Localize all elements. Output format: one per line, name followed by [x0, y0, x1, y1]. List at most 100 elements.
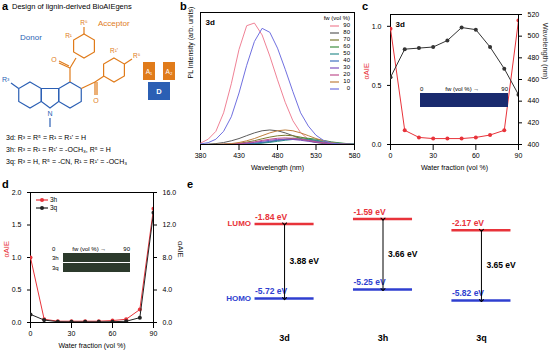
svg-text:3d: 3d: [396, 20, 405, 29]
svg-text:Design of lignin-derived BioAI: Design of lignin-derived BioAIEgens: [12, 2, 132, 11]
svg-text:580: 580: [349, 152, 361, 159]
svg-text:LUMO: LUMO: [227, 219, 251, 228]
svg-text:520: 520: [528, 11, 540, 18]
svg-text:αAIE: αAIE: [362, 63, 371, 79]
svg-text:0.5: 0.5: [372, 82, 382, 89]
svg-text:90: 90: [515, 152, 523, 159]
svg-text:430: 430: [233, 152, 245, 159]
svg-text:440: 440: [528, 97, 540, 104]
svg-text:0.0: 0.0: [163, 319, 173, 326]
svg-text:Wavelength (nm): Wavelength (nm): [251, 164, 304, 172]
svg-text:R³: R³: [2, 76, 10, 83]
svg-text:2.0: 2.0: [12, 189, 22, 196]
svg-text:A₁: A₁: [146, 68, 153, 75]
svg-text:3d: 3d: [279, 333, 290, 343]
svg-text:O: O: [51, 56, 57, 63]
svg-text:HOMO: HOMO: [226, 294, 251, 303]
svg-text:3d: 3d: [206, 18, 215, 27]
svg-text:Acceptor: Acceptor: [98, 19, 130, 28]
html-text:60: 60: [343, 43, 350, 49]
svg-text:380: 380: [195, 152, 207, 159]
svg-text:0.5: 0.5: [12, 286, 22, 293]
svg-text:Water fraction (vol %): Water fraction (vol %): [58, 342, 125, 350]
html-text:3h: 3h: [52, 254, 59, 261]
svg-text:1.0: 1.0: [372, 23, 382, 30]
svg-text:Wavelength (nm): Wavelength (nm): [541, 23, 550, 80]
html-text:40: 40: [343, 57, 350, 63]
svg-text:A₂: A₂: [166, 68, 173, 75]
svg-text:3q: 3q: [476, 333, 487, 343]
html-text:fw (vol %) →: fw (vol %) →: [72, 246, 107, 252]
svg-text:-1.84 eV: -1.84 eV: [255, 212, 287, 222]
svg-text:R⁵: R⁵: [133, 52, 141, 59]
svg-text:480: 480: [528, 54, 540, 61]
svg-text:3.88 eV: 3.88 eV: [290, 256, 320, 266]
svg-text:3.66 eV: 3.66 eV: [388, 249, 418, 259]
svg-text:480: 480: [272, 152, 284, 159]
svg-text:0: 0: [389, 152, 393, 159]
svg-text:αAIE: αAIE: [176, 241, 185, 257]
svg-text:460: 460: [528, 76, 540, 83]
html-text:fw (vol %) →: fw (vol %) →: [445, 86, 480, 92]
html-text:90: 90: [123, 246, 130, 252]
html-text:90: 90: [343, 22, 350, 28]
svg-text:500: 500: [528, 32, 540, 39]
svg-text:60: 60: [472, 152, 480, 159]
html-text:0: 0: [52, 246, 56, 252]
svg-text:3h: 3h: [378, 333, 389, 343]
svg-text:530: 530: [310, 152, 322, 159]
html-text:3h: 3h: [50, 196, 58, 203]
svg-text:1.5: 1.5: [12, 221, 22, 228]
svg-text:400: 400: [528, 141, 540, 148]
html-text:d: d: [2, 178, 9, 190]
svg-text:16.0: 16.0: [163, 189, 177, 196]
svg-text:90: 90: [150, 330, 158, 337]
svg-text:8.0: 8.0: [163, 254, 173, 261]
html-text:0: 0: [420, 86, 424, 92]
svg-text:60: 60: [109, 330, 117, 337]
html-text:fw (vol %): fw (vol %): [323, 15, 350, 21]
svg-text:O: O: [93, 97, 99, 104]
svg-text:30: 30: [429, 152, 437, 159]
html-text:c: c: [362, 0, 369, 12]
svg-text:0.0: 0.0: [12, 319, 22, 326]
svg-text:-5.25 eV: -5.25 eV: [353, 277, 385, 287]
html-text:50: 50: [343, 50, 350, 56]
svg-text:30: 30: [68, 330, 76, 337]
svg-text:-2.17 eV: -2.17 eV: [452, 218, 484, 228]
html-text:30: 30: [343, 64, 350, 70]
svg-text:D: D: [156, 87, 162, 96]
html-text:e: e: [187, 178, 194, 190]
svg-text:αAIE: αAIE: [2, 241, 11, 257]
html-text:3q: 3q: [50, 204, 58, 211]
html-text:3q: 3q: [52, 264, 59, 271]
svg-text:3d: R³ = R⁵ = R¹ = R¹' = H: 3d: R³ = R⁵ = R¹ = R¹' = H: [6, 134, 86, 141]
html-text:a: a: [2, 0, 9, 12]
html-text:70: 70: [343, 36, 350, 42]
html-text:b: b: [180, 0, 187, 12]
svg-text:1.0: 1.0: [12, 254, 22, 261]
svg-text:3q: R³ = H, R⁵ = -CN, R¹ = R¹': 3q: R³ = H, R⁵ = -CN, R¹ = R¹' = -OCH₃: [6, 158, 127, 166]
html-text:10: 10: [343, 78, 350, 84]
svg-text:0: 0: [29, 330, 33, 337]
svg-text:PL Intensity (arb. units): PL Intensity (arb. units): [187, 7, 195, 79]
svg-text:3.65 eV: 3.65 eV: [486, 260, 516, 270]
svg-text:Water fraction (vol %): Water fraction (vol %): [421, 164, 488, 172]
svg-text:-5.82 eV: -5.82 eV: [452, 288, 484, 298]
svg-text:R¹': R¹': [110, 47, 118, 54]
svg-text:Donor: Donor: [20, 33, 42, 42]
svg-text:3h: R³ = R¹ = R¹' = -OCH₃, R⁵: 3h: R³ = R¹ = R¹' = -OCH₃, R⁵ = H: [6, 146, 111, 153]
html-text:20: 20: [343, 71, 350, 77]
html-text:90: 90: [501, 86, 508, 92]
html-text:0: 0: [346, 85, 350, 91]
svg-text:-1.59 eV: -1.59 eV: [353, 207, 385, 217]
svg-text:0.0: 0.0: [372, 141, 382, 148]
svg-text:4.0: 4.0: [163, 286, 173, 293]
svg-text:12.0: 12.0: [163, 221, 177, 228]
svg-text:420: 420: [528, 119, 540, 126]
svg-text:R¹: R¹: [65, 32, 73, 39]
svg-text:R⁵: R⁵: [80, 19, 88, 26]
svg-text:N: N: [47, 110, 52, 117]
svg-text:-5.72 eV: -5.72 eV: [255, 286, 287, 296]
html-text:80: 80: [343, 29, 350, 35]
